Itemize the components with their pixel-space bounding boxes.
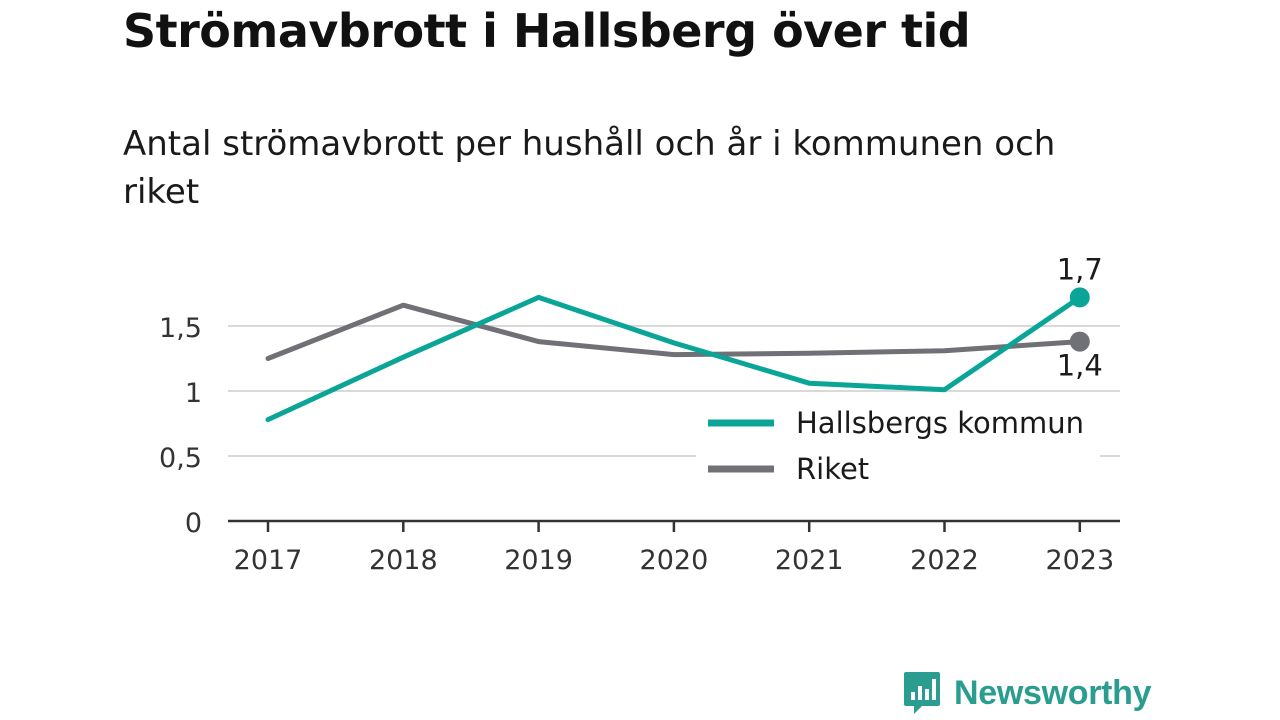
x-tick-label: 2022 — [910, 545, 979, 576]
end-value-label: 1,7 — [1057, 252, 1103, 286]
x-tick-label: 2018 — [369, 545, 438, 576]
x-tick-label: 2017 — [234, 545, 303, 576]
x-tick-label: 2020 — [640, 545, 709, 576]
series-line — [265, 302, 1083, 361]
y-tick-label: 1,5 — [159, 313, 202, 344]
axes: 0 0,5 1 1,5 2017 2018 2019 2020 2021 2022 2023 — [159, 313, 1120, 576]
y-tick-label: 0,5 — [159, 443, 202, 474]
bar-chart-speech-bubble-icon — [904, 672, 940, 714]
line-chart: Hallsbergs kommun Riket 0 0,5 1 1,5 2017 2018 2… — [159, 252, 1120, 576]
end-value-label: 1,4 — [1057, 349, 1103, 383]
x-tick-label: 2019 — [504, 545, 573, 576]
brand-logo: Newsworthy — [902, 670, 1152, 716]
legend: Hallsbergs kommun Riket — [696, 398, 1100, 494]
chart-title: Strömavbrott i Hallsberg över tid — [123, 4, 971, 58]
legend-label: Hallsbergs kommun — [796, 406, 1084, 440]
x-tick-label: 2021 — [775, 545, 844, 576]
legend-label: Riket — [796, 452, 869, 486]
chart-subtitle: Antal strömavbrott per hushåll och år i … — [123, 124, 1056, 212]
series-line — [265, 294, 1083, 423]
data-labels: 1,7 1,4 — [1057, 252, 1103, 382]
brand-name: Newsworthy — [954, 673, 1152, 712]
series-end-point — [1069, 287, 1090, 308]
y-tick-label: 0 — [185, 508, 202, 539]
series-lines — [265, 287, 1090, 423]
y-tick-label: 1 — [185, 378, 202, 409]
x-tick-label: 2023 — [1045, 545, 1114, 576]
legend-background — [696, 398, 1100, 494]
series-end-point — [1069, 331, 1090, 352]
